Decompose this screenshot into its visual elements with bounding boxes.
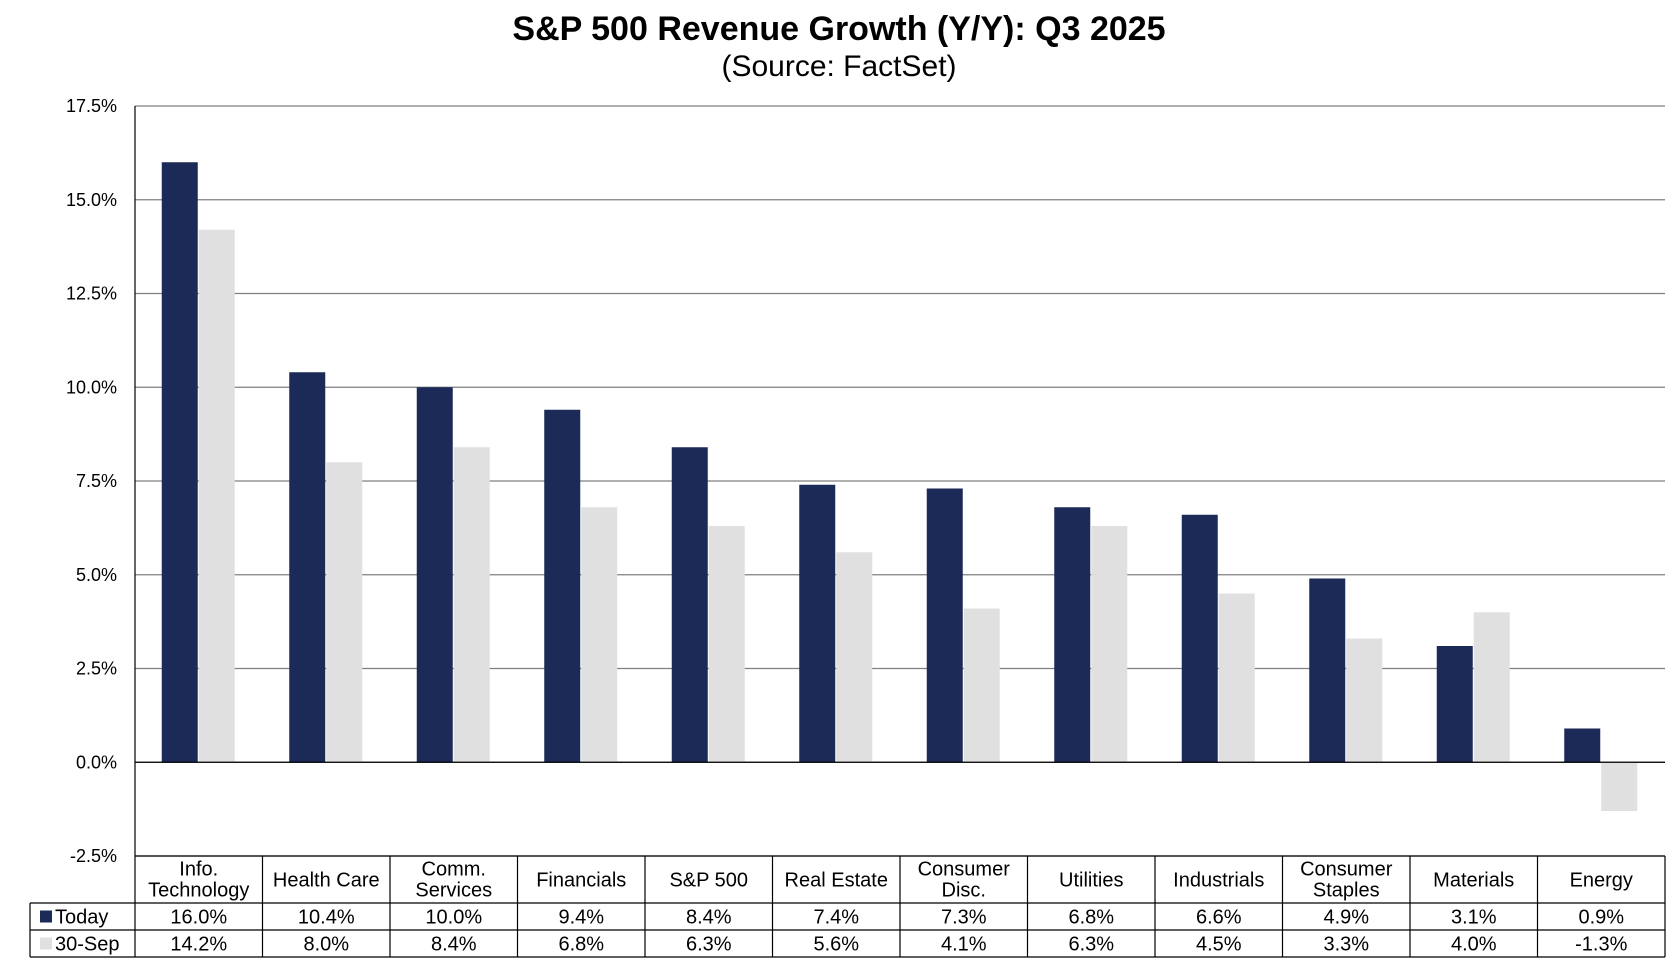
category-label: Services [415, 880, 492, 902]
bar-today [1564, 728, 1601, 763]
bar-30-sep [1473, 612, 1510, 763]
data-table: Info.Technology Health Care Comm.Services F… [29, 855, 1666, 958]
chart-subtitle: (Source: FactSet) [721, 50, 956, 83]
bar-today [671, 447, 708, 763]
data-label: 4.0% [1451, 934, 1497, 956]
category-label: Info. [179, 859, 218, 881]
data-label: 6.3% [1068, 934, 1114, 956]
data-label: 3.1% [1451, 907, 1497, 929]
category-label: Materials [1433, 870, 1514, 892]
bar-30-sep [1601, 762, 1638, 811]
data-label: 4.5% [1196, 934, 1242, 956]
bar-today [926, 488, 963, 763]
data-label: -1.3% [1575, 934, 1627, 956]
axes [134, 106, 1665, 856]
category-label: Financials [536, 870, 626, 892]
y-tick-label: 10.0% [66, 377, 117, 397]
y-tick-label: 12.5% [66, 284, 117, 304]
data-label: 6.3% [686, 934, 732, 956]
data-label: 14.2% [170, 934, 227, 956]
bar-today [799, 484, 836, 763]
legend-label: Today [55, 907, 108, 929]
bar-today [1054, 507, 1091, 763]
legend-label: 30-Sep [55, 934, 120, 956]
bar-today [416, 387, 453, 763]
y-tick-label: 2.5% [76, 659, 117, 679]
data-label: 7.4% [813, 907, 859, 929]
data-label: 8.4% [686, 907, 732, 929]
bar-today [1309, 578, 1346, 763]
category-label: Staples [1313, 880, 1380, 902]
y-tick-label: 7.5% [76, 471, 117, 491]
data-label: 16.0% [170, 907, 227, 929]
bar-30-sep [836, 552, 873, 763]
bar-30-sep [708, 526, 745, 763]
category-label: Energy [1570, 870, 1633, 892]
bar-30-sep [1218, 593, 1255, 763]
bar-30-sep [1091, 526, 1128, 763]
bar-30-sep [326, 462, 363, 763]
bar-30-sep [453, 447, 490, 763]
bar-today [161, 162, 198, 763]
data-label: 4.1% [941, 934, 987, 956]
data-label: 8.0% [303, 934, 349, 956]
category-label: Utilities [1059, 870, 1123, 892]
category-label: Comm. [422, 859, 486, 881]
y-tick-label: 15.0% [66, 190, 117, 210]
category-label: Health Care [273, 870, 380, 892]
bar-30-sep [198, 229, 235, 763]
y-tick-label: -2.5% [70, 846, 117, 866]
y-tick-label: 17.5% [66, 96, 117, 116]
data-label: 6.8% [558, 934, 604, 956]
data-label: 9.4% [558, 907, 604, 929]
legend-key-30-sep [40, 937, 52, 950]
data-label: 3.3% [1323, 934, 1369, 956]
bars [161, 162, 1638, 811]
grid [135, 105, 1665, 857]
bar-today [1181, 514, 1218, 763]
data-label: 10.0% [425, 907, 482, 929]
data-label: 0.9% [1578, 907, 1624, 929]
y-tick-label: 0.0% [76, 752, 117, 772]
data-label: 8.4% [431, 934, 477, 956]
data-label: 7.3% [941, 907, 987, 929]
bar-30-sep [963, 608, 1000, 763]
data-label: 5.6% [813, 934, 859, 956]
bar-today [289, 372, 326, 763]
data-label: 6.6% [1196, 907, 1242, 929]
bar-today [1436, 646, 1473, 763]
category-label: Technology [148, 880, 249, 902]
data-label: 4.9% [1323, 907, 1369, 929]
category-label: Disc. [942, 880, 986, 902]
category-label: S&P 500 [669, 870, 748, 892]
chart-title: S&P 500 Revenue Growth (Y/Y): Q3 2025 [512, 10, 1165, 48]
legend-key-today [40, 910, 52, 923]
bar-today [544, 409, 581, 763]
y-axis-ticks: 17.5% 15.0% 12.5% 10.0% 7.5% 5.0% 2.5% 0.0% -2.5… [66, 96, 117, 866]
category-label: Consumer [1300, 859, 1393, 881]
category-label: Real Estate [785, 870, 888, 892]
category-label: Consumer [918, 859, 1011, 881]
bar-30-sep [1346, 638, 1383, 763]
bar-30-sep [581, 507, 618, 763]
data-label: 10.4% [298, 907, 355, 929]
y-tick-label: 5.0% [76, 565, 117, 585]
data-label: 6.8% [1068, 907, 1114, 929]
category-label: Industrials [1173, 870, 1264, 892]
